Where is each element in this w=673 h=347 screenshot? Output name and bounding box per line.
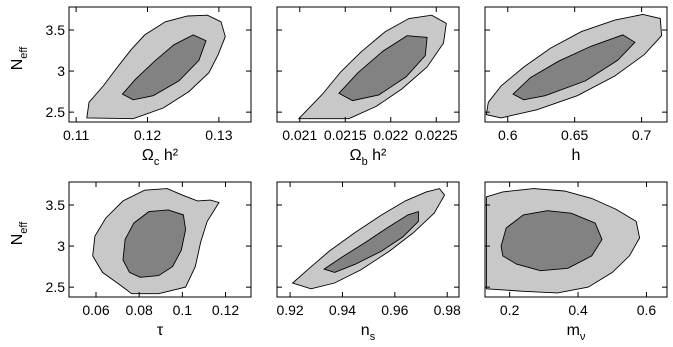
x-axis-label: τ xyxy=(157,322,164,339)
plot-frame xyxy=(68,6,252,123)
x-tick-label: 0.94 xyxy=(329,302,356,318)
y-tick-label: 3.5 xyxy=(46,22,66,38)
contour-68-region xyxy=(121,34,207,101)
plot-frame xyxy=(484,6,668,123)
panel-2: 0.021 0.0215 0.022 0.0225 Ωb h² xyxy=(276,6,460,168)
x-tick-label: 0.12 xyxy=(134,127,161,143)
x-tick-label: 0.65 xyxy=(561,127,588,143)
y-tick-label: 2.5 xyxy=(46,279,66,295)
panel-6: 0.2 0.4 0.6 mν xyxy=(484,181,668,343)
y-axis-label: Neff xyxy=(9,46,30,71)
x-tick-label: 0.06 xyxy=(82,302,109,318)
plot-frame xyxy=(276,181,460,298)
contour-68-region xyxy=(338,35,428,102)
y-tick-label: 3.5 xyxy=(46,197,66,213)
contour-68-region xyxy=(122,209,187,278)
x-tick-label: 0.1 xyxy=(173,302,193,318)
panel-3: 0.6 0.65 0.7 h xyxy=(484,6,668,164)
x-tick-label: 0.0225 xyxy=(415,127,458,143)
x-tick-label: 0.12 xyxy=(212,302,239,318)
x-tick-label: 0.96 xyxy=(381,302,408,318)
contour-68-region xyxy=(512,34,636,101)
y-tick-label: 3 xyxy=(57,238,65,254)
x-tick-label: 0.022 xyxy=(373,127,408,143)
x-tick-label: 0.13 xyxy=(205,127,232,143)
y-axis-label: Neff xyxy=(9,221,30,246)
plot-frame xyxy=(276,6,460,123)
contour-68-region xyxy=(500,210,603,272)
x-tick-label: 0.08 xyxy=(126,302,153,318)
x-tick-label: 0.11 xyxy=(63,127,89,143)
x-tick-label: 0.021 xyxy=(282,127,317,143)
x-tick-label: 0.6 xyxy=(498,127,518,143)
x-tick-label: 0.98 xyxy=(434,302,461,318)
x-tick-label: 0.7 xyxy=(632,127,652,143)
plot-frame xyxy=(484,181,668,298)
panel-5: 0.92 0.94 0.96 0.98 ns xyxy=(276,181,461,343)
x-tick-label: 0.6 xyxy=(637,302,657,318)
x-tick-label: 0.0215 xyxy=(324,127,367,143)
x-axis-label: Ωc h² xyxy=(142,147,179,168)
x-tick-label: 0.92 xyxy=(276,302,303,318)
contour-95-region xyxy=(291,188,446,290)
panel-4: 0.06 0.08 0.1 0.12 2.5 3 3.5 τ Neff xyxy=(9,181,252,339)
x-axis-label: ns xyxy=(361,322,376,343)
panel-1: 0.11 0.12 0.13 2.5 3 3.5 Ωc h² Neff xyxy=(9,6,252,168)
y-tick-label: 2.5 xyxy=(46,104,66,120)
contour-68-region xyxy=(323,210,419,273)
x-axis-label: h xyxy=(572,147,581,164)
x-axis-label: mν xyxy=(567,322,586,343)
x-tick-label: 0.2 xyxy=(500,302,520,318)
y-tick-label: 3 xyxy=(57,63,65,79)
plot-frame xyxy=(68,181,252,298)
x-tick-label: 0.4 xyxy=(568,302,588,318)
x-axis-label: Ωb h² xyxy=(350,147,387,168)
